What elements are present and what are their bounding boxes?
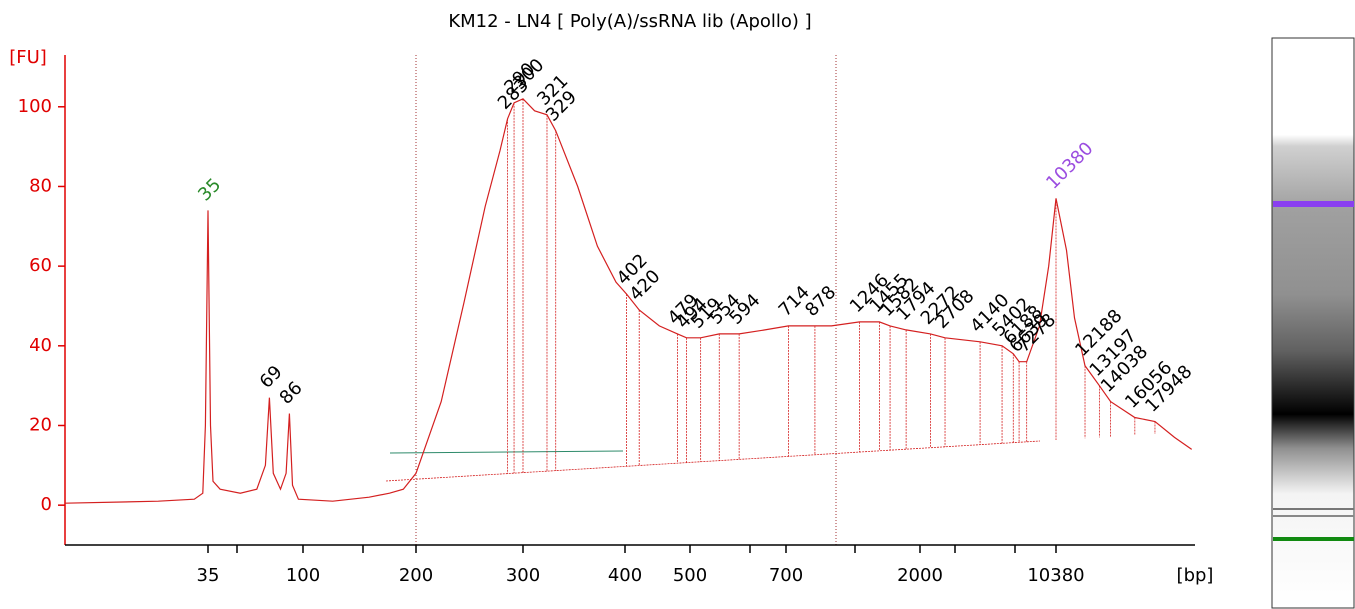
region-line	[389, 450, 624, 454]
gel-lane	[1271, 37, 1355, 609]
x-tick-label: 100	[286, 565, 320, 586]
y-tick-label: 20	[29, 414, 52, 435]
x-tick-label: 300	[506, 565, 540, 586]
peak-label: 878	[801, 282, 840, 321]
y-axis-label: [FU]	[9, 47, 47, 68]
chart-title: KM12 - LN4 [ Poly(A)/ssRNA lib (Apollo) …	[448, 11, 811, 32]
minor-ticks	[236, 545, 1016, 553]
y-tick-label: 40	[29, 335, 52, 356]
peak-label: 35	[194, 174, 225, 205]
y-tick-label: 0	[41, 494, 52, 515]
x-tick-label: 500	[673, 565, 707, 586]
trace	[64, 98, 1193, 504]
x-axis-label: [bp]	[1177, 565, 1214, 586]
gel-band	[1273, 515, 1354, 517]
peak-label: 10380	[1042, 138, 1097, 193]
x-tick-label: 200	[399, 565, 433, 586]
x-tick-label: 700	[769, 565, 803, 586]
y-tick-label: 100	[18, 96, 52, 117]
x-tick-label: 35	[197, 565, 220, 586]
y-tick-label: 80	[29, 175, 52, 196]
x-tick-label: 10380	[1027, 565, 1084, 586]
gel-marker-band	[1273, 201, 1354, 207]
x-tick-label: 400	[608, 565, 642, 586]
y-tick-label: 60	[29, 255, 52, 276]
gel-band	[1273, 508, 1354, 510]
baseline	[385, 440, 1041, 482]
gel-marker-band	[1273, 537, 1354, 541]
x-tick-label: 2000	[897, 565, 943, 586]
